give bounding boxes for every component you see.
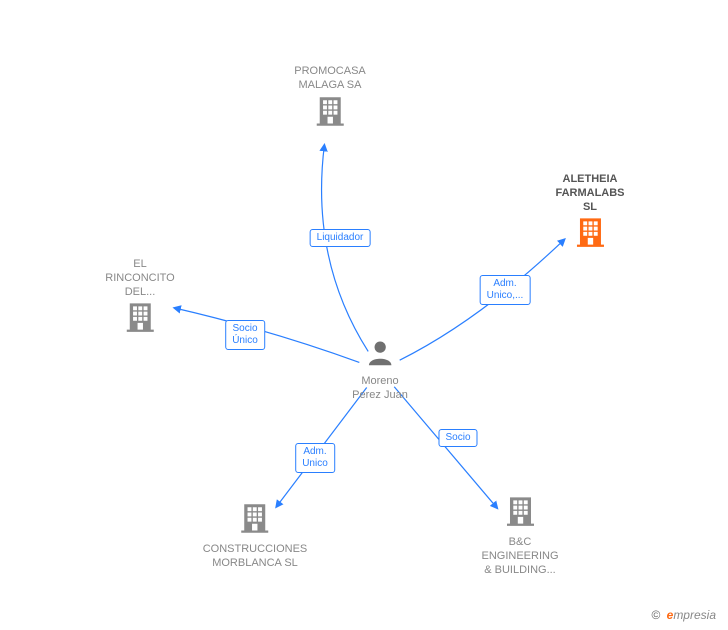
- edge-label-3[interactable]: Adm.Unico: [295, 443, 335, 473]
- brand-text: empresia: [667, 608, 716, 622]
- diagram-canvas: MorenoPerez Juan PROMOCASAMALAGA SA ALETH…: [0, 0, 728, 630]
- node-label: ELRINCONCITODEL...: [105, 258, 174, 299]
- node-label: PROMOCASAMALAGA SA: [294, 65, 366, 93]
- edge-label-4[interactable]: Socio: [438, 429, 477, 447]
- building-icon: [572, 214, 608, 250]
- node-bce[interactable]: B&CENGINEERING& BUILDING...: [481, 493, 558, 577]
- edge-label-1[interactable]: Adm.Unico,...: [480, 275, 531, 305]
- building-icon: [237, 500, 273, 536]
- edge-center-bce: [394, 387, 497, 509]
- edge-center-rinconcito: [174, 308, 359, 363]
- node-label: MorenoPerez Juan: [352, 375, 408, 403]
- node-promocasa[interactable]: PROMOCASAMALAGA SA: [294, 65, 366, 136]
- brand-rest: mpresia: [673, 608, 716, 622]
- node-aletheia[interactable]: ALETHEIAFARMALABSSL: [555, 173, 624, 257]
- node-rinconcito[interactable]: ELRINCONCITODEL...: [105, 258, 174, 342]
- node-center[interactable]: MorenoPerez Juan: [352, 338, 408, 403]
- building-icon: [312, 92, 348, 128]
- node-label: CONSTRUCCIONESMORBLANCA SL: [203, 543, 308, 571]
- person-icon: [365, 338, 395, 368]
- watermark: © empresia: [651, 608, 716, 622]
- node-label: B&CENGINEERING& BUILDING...: [481, 536, 558, 577]
- building-icon: [502, 493, 538, 529]
- edge-center-promocasa: [322, 145, 369, 352]
- node-morblanca[interactable]: CONSTRUCCIONESMORBLANCA SL: [203, 500, 308, 571]
- edge-label-2[interactable]: SocioÚnico: [225, 320, 265, 350]
- edge-label-0[interactable]: Liquidador: [310, 229, 371, 247]
- building-icon: [122, 299, 158, 335]
- node-label: ALETHEIAFARMALABSSL: [555, 173, 624, 214]
- copyright-symbol: ©: [651, 608, 660, 622]
